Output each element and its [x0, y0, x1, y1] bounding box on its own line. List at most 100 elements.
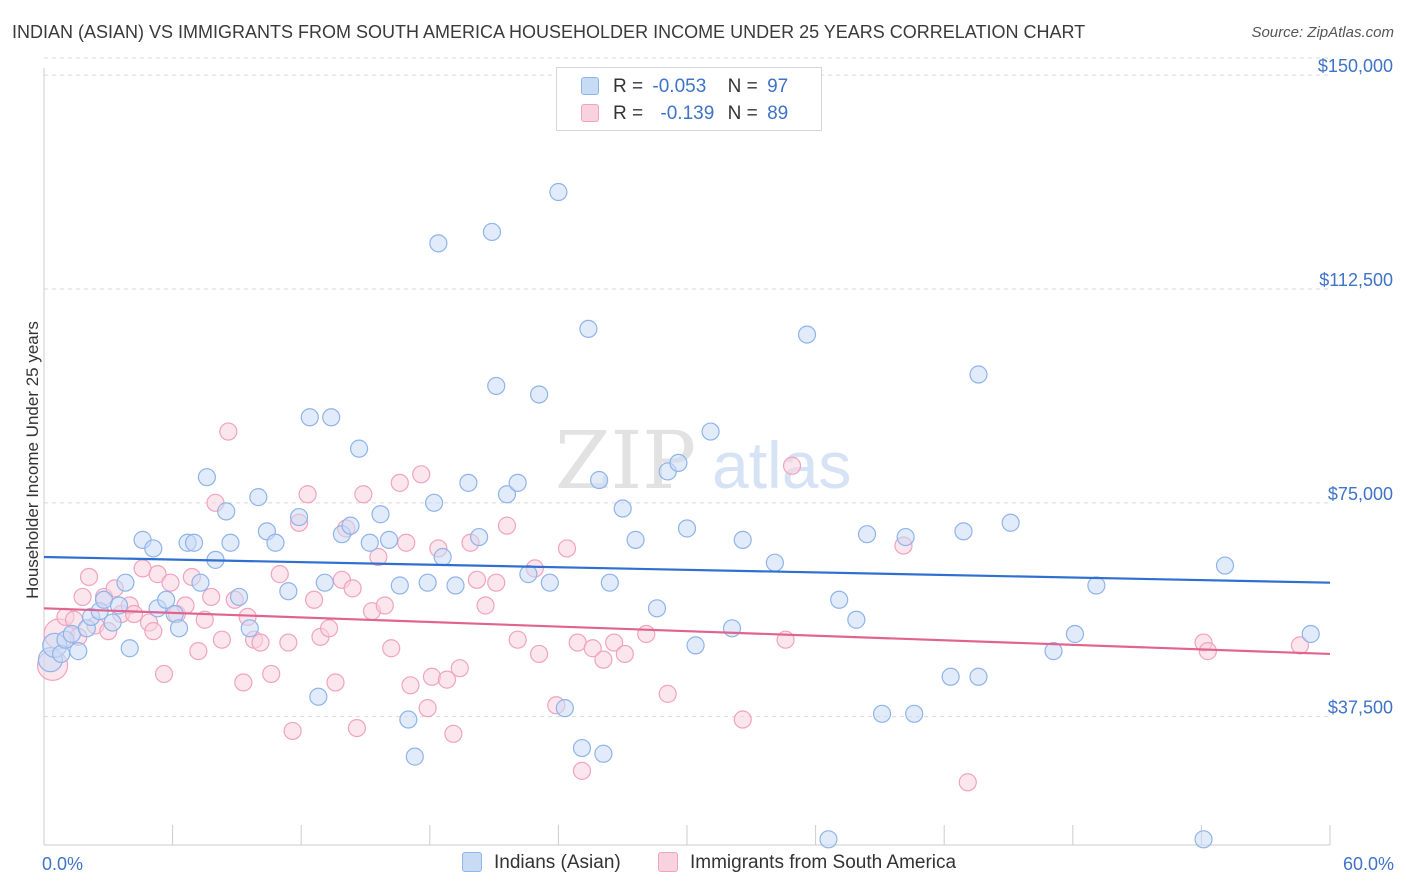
indians-asian-point — [406, 748, 423, 765]
immigrants-point — [468, 571, 485, 588]
immigrants-point — [477, 597, 494, 614]
immigrants-point — [419, 700, 436, 717]
immigrants-point — [959, 774, 976, 791]
immigrants-point — [376, 597, 393, 614]
indians-asian-point — [1302, 625, 1319, 642]
immigrants-point — [398, 534, 415, 551]
series-legend-indians: Indians (Asian) — [462, 852, 621, 874]
indians-asian-point — [361, 534, 378, 551]
indians-asian-point — [627, 531, 644, 548]
indians-asian-point — [426, 494, 443, 511]
indians-asian-point — [447, 577, 464, 594]
immigrants-point — [74, 588, 91, 605]
immigrants-point — [213, 631, 230, 648]
legend-r-label: R = — [613, 103, 643, 124]
indians-asian-point — [400, 711, 417, 728]
indians-asian-point — [280, 583, 297, 600]
series-label-indians: Indians (Asian) — [494, 852, 621, 873]
indians-asian-point — [104, 614, 121, 631]
indians-asian-point — [573, 740, 590, 757]
immigrants-point — [509, 631, 526, 648]
y-tick-label: $150,000 — [1318, 56, 1393, 76]
indians-asian-point — [906, 705, 923, 722]
immigrants-point — [81, 568, 98, 585]
series-swatch-pink — [658, 852, 678, 872]
legend-swatch-pink — [581, 104, 599, 122]
x-ticks — [44, 825, 1330, 845]
indians-asian-point — [1088, 577, 1105, 594]
immigrants-point — [734, 711, 751, 728]
indians-asian-point — [310, 688, 327, 705]
legend-r-value: -0.053 — [652, 76, 722, 98]
legend-r-value: -0.139 — [652, 103, 722, 125]
immigrants-point — [423, 668, 440, 685]
immigrants-point — [299, 486, 316, 503]
immigrants-point — [348, 720, 365, 737]
immigrants-point — [156, 665, 173, 682]
indians-asian-point — [1216, 557, 1233, 574]
indians-asian-point — [267, 534, 284, 551]
indians-asian-point — [351, 440, 368, 457]
indians-asian-point — [145, 540, 162, 557]
legend-n-value: 97 — [767, 76, 788, 98]
indians-asian-point — [531, 386, 548, 403]
immigrants-point — [784, 457, 801, 474]
immigrants-point — [1199, 643, 1216, 660]
immigrants-point — [327, 674, 344, 691]
indians-asian-point — [874, 705, 891, 722]
indians-asian-point — [222, 534, 239, 551]
immigrants-point — [271, 566, 288, 583]
immigrants-point — [344, 580, 361, 597]
y-tick-label: $75,000 — [1328, 484, 1393, 504]
immigrants-point — [162, 574, 179, 591]
y-tick-label: $37,500 — [1328, 698, 1393, 718]
immigrants-point — [498, 517, 515, 534]
indians-asian-point — [820, 831, 837, 848]
indians-asian-point — [955, 523, 972, 540]
immigrants-point — [284, 722, 301, 739]
indians-asian-point — [724, 620, 741, 637]
legend-n-value: 89 — [767, 103, 788, 125]
indians-asian-point — [687, 637, 704, 654]
y-tick-labels: $37,500$75,000$112,500$150,000 — [1318, 56, 1393, 718]
indians-asian-point — [121, 640, 138, 657]
indians-asian-point — [591, 472, 608, 489]
immigrants-point — [616, 645, 633, 662]
immigrants-point — [573, 762, 590, 779]
scatter-chart: ZIP atlas $37,500$75,000$112,500$150,000… — [0, 0, 1406, 892]
indians-asian-point — [614, 500, 631, 517]
legend-swatch-blue — [581, 77, 599, 95]
indians-asian-point — [419, 574, 436, 591]
indians-asian-trend-line — [44, 557, 1330, 583]
indians-asian-point — [198, 469, 215, 486]
indians-asian-point — [372, 506, 389, 523]
indians-asian-point — [250, 489, 267, 506]
immigrants-point — [263, 665, 280, 682]
indians-asian-point — [391, 577, 408, 594]
indians-asian-point — [679, 520, 696, 537]
indians-asian-point — [117, 574, 134, 591]
indians-asian-point — [601, 574, 618, 591]
series-legend-immigrants: Immigrants from South America — [658, 852, 956, 874]
indians-asian-point — [848, 611, 865, 628]
indians-asian-point — [434, 549, 451, 566]
immigrants-point — [220, 423, 237, 440]
indians-asian-point — [702, 423, 719, 440]
indians-asian-point — [550, 184, 567, 201]
indians-asian-point — [541, 574, 558, 591]
indians-asian-point — [241, 620, 258, 637]
indians-asian-point — [192, 574, 209, 591]
indians-asian-point — [734, 531, 751, 548]
immigrants-point — [126, 606, 143, 623]
indians-asian-point — [171, 620, 188, 637]
immigrants-point — [203, 588, 220, 605]
indians-asian-point — [942, 668, 959, 685]
legend-r-label: R = — [613, 76, 643, 97]
indians-asian-point — [766, 554, 783, 571]
indians-asian-point — [897, 529, 914, 546]
immigrants-point — [355, 486, 372, 503]
indians-asian-point — [556, 700, 573, 717]
immigrants-point — [659, 685, 676, 702]
indians-asian-point — [381, 531, 398, 548]
immigrants-point — [190, 643, 207, 660]
